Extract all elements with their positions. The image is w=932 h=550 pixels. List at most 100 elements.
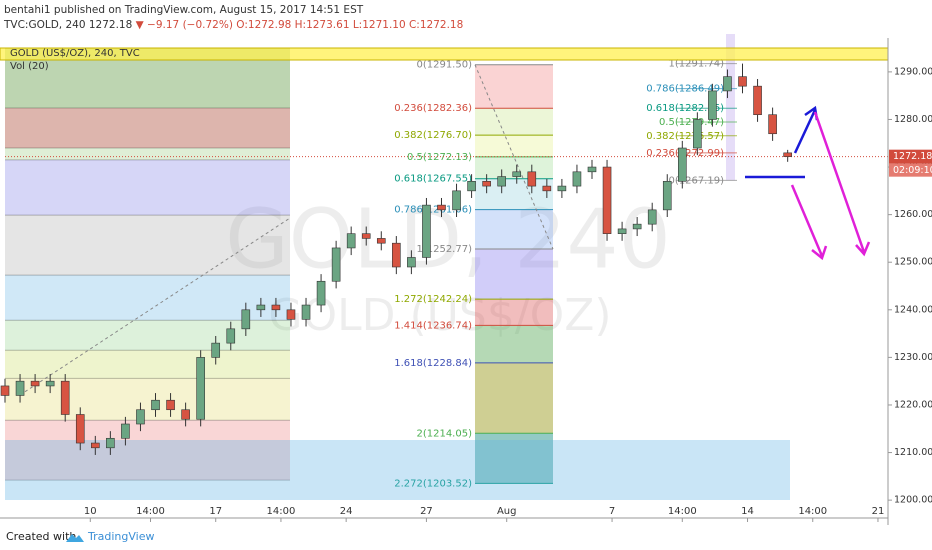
x-tick-label: 7	[609, 506, 615, 517]
fib-zone	[5, 420, 290, 481]
fib-zone	[475, 135, 553, 157]
x-tick-label: 14:00	[668, 506, 697, 517]
symbol-name: TVC:GOLD, 240	[3, 19, 86, 31]
fib-label: 0.618(1282.36)	[646, 103, 724, 114]
fib-label: 1(1291.74)	[668, 59, 724, 70]
fib-label: 0(1267.19)	[668, 175, 724, 186]
candle-body	[708, 90, 717, 120]
candle-body	[602, 166, 612, 234]
y-tick-label: 1240.00	[894, 304, 932, 315]
legend-title: GOLD (US$/OZ), 240, TVC	[10, 48, 140, 59]
x-tick-label: 24	[340, 506, 353, 517]
candle-body	[271, 304, 281, 311]
fib-zone	[5, 108, 290, 149]
y-tick-label: 1230.00	[894, 352, 932, 363]
fib-label: 0.786(1286.49)	[646, 84, 724, 95]
candle-body	[693, 119, 702, 149]
fib-label: 0(1291.50)	[416, 60, 472, 71]
fib-zone	[5, 148, 290, 160]
fib-label: 0.5(1279.47)	[659, 117, 724, 128]
candle-body	[346, 233, 356, 249]
candle-body	[106, 437, 115, 449]
candle-body	[557, 185, 567, 192]
footer-created: Created with	[6, 530, 76, 543]
fib-zone	[5, 159, 290, 216]
candle-body	[331, 247, 341, 282]
fib-label: 0.236(1282.36)	[394, 103, 472, 114]
footer-bg	[0, 525, 932, 550]
fib-label: 1(1252.77)	[416, 244, 472, 255]
candle-body	[151, 399, 160, 411]
candle-body	[572, 171, 582, 187]
fib-label: 2.272(1203.52)	[394, 478, 472, 489]
fib-label: 0.5(1272.13)	[407, 152, 472, 163]
candle-body	[617, 228, 627, 234]
x-tick-label: 17	[209, 506, 222, 517]
countdown-box	[889, 163, 932, 177]
header: bentahi1 published on TradingView.com, A…	[3, 4, 463, 31]
candle-body	[136, 409, 145, 425]
x-tick-label: 14:00	[267, 506, 296, 517]
candle-body	[226, 328, 236, 344]
candle-body	[647, 209, 657, 225]
fib-label: 1.272(1242.24)	[394, 294, 472, 305]
candle-body	[60, 380, 70, 415]
x-tick-label: 14:00	[798, 506, 827, 517]
fib-zone	[475, 249, 553, 300]
candle-body	[407, 257, 416, 268]
fib-zone	[475, 299, 553, 326]
fib-label: 1.618(1228.84)	[394, 358, 472, 369]
candle-body	[75, 414, 85, 444]
watermark: GOLD, 240	[225, 192, 671, 287]
candle-body	[662, 181, 672, 211]
candle-body	[512, 171, 522, 177]
candle-body	[301, 304, 311, 320]
last: 1272.18	[89, 19, 132, 31]
watermark-sub: GOLD (US$/OZ)	[268, 290, 611, 341]
change: ▼ −9.17 (−0.72%)	[136, 19, 233, 31]
x-tick-label: 14	[741, 506, 754, 517]
footer-brand[interactable]: TradingView	[87, 530, 154, 543]
fib-label: 0.382(1276.57)	[646, 131, 724, 142]
y-tick-label: 1260.00	[894, 209, 932, 220]
candle-body	[361, 233, 371, 239]
fib-label: 1.414(1236.74)	[394, 320, 472, 331]
x-tick-label: 21	[872, 506, 885, 517]
candle-body	[738, 76, 747, 87]
candle-body	[542, 185, 552, 192]
y-tick-label: 1290.00	[894, 66, 932, 77]
fib-zone	[475, 64, 553, 109]
candle-body	[422, 204, 431, 258]
ohlc: O:1272.98 H:1273.61 L:1271.10 C:1272.18	[236, 19, 463, 31]
y-tick-label: 1220.00	[894, 399, 932, 410]
candle-body	[783, 152, 792, 157]
fib-zone	[5, 350, 290, 379]
candle-body	[45, 380, 55, 387]
y-tick-label: 1280.00	[894, 114, 932, 125]
legend-indicator: Vol (20)	[10, 61, 49, 72]
price-box	[889, 149, 932, 164]
candle-body	[241, 309, 251, 330]
published: bentahi1 published on TradingView.com, A…	[4, 4, 364, 16]
candle-body	[15, 380, 25, 396]
candle-body	[527, 171, 537, 187]
fib-label: 0.786(1261.06)	[394, 205, 472, 216]
y-tick-label: 1210.00	[894, 447, 932, 458]
candle-body	[768, 114, 777, 135]
candle-body	[497, 176, 506, 187]
symbol: TVC:GOLD, 240 1272.18 ▼ −9.17 (−0.72%) O…	[3, 19, 463, 31]
y-axis-bg	[888, 38, 932, 525]
fib-zone	[475, 325, 553, 363]
candle-body	[181, 409, 190, 420]
candle-body	[632, 223, 642, 230]
countdown: 02:09:10	[893, 165, 932, 176]
candle-body	[286, 309, 296, 320]
candle-body	[196, 357, 205, 420]
fib-zone	[475, 362, 553, 434]
arrow-down	[813, 111, 871, 257]
candle-body	[392, 242, 401, 268]
candle-body	[211, 342, 221, 358]
fib-zone	[475, 433, 553, 484]
